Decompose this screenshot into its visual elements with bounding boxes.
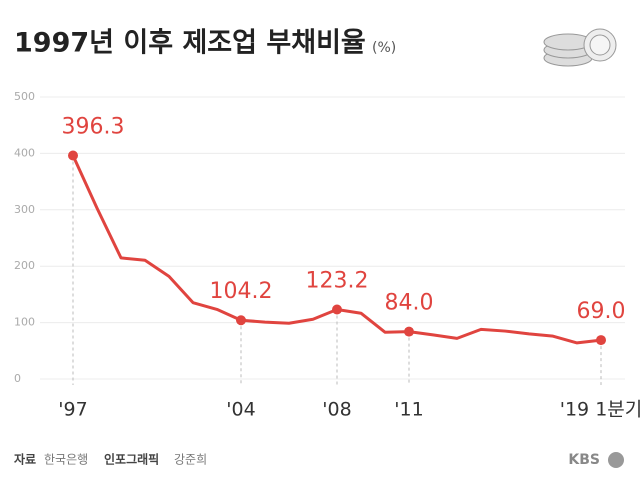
- point: [236, 315, 246, 326]
- x-tick-label: '08: [322, 399, 351, 421]
- y-tick-label: 300: [14, 203, 35, 216]
- credit-label: 인포그래픽: [104, 452, 159, 467]
- y-tick-label: 500: [14, 90, 35, 103]
- source-label: 자료: [14, 452, 36, 467]
- value-label: 84.0: [385, 291, 434, 316]
- logo: KBS: [568, 452, 600, 468]
- x-tick-label: '04: [226, 399, 255, 421]
- x-tick-label: '97: [58, 399, 87, 421]
- chart-title: 1997년 이후 제조업 부채비율: [14, 28, 366, 59]
- y-tick-label: 200: [14, 259, 35, 272]
- point: [596, 335, 606, 346]
- x-tick-label: '11: [394, 399, 423, 421]
- value-label: 123.2: [306, 269, 369, 294]
- coins-icon: [543, 28, 617, 67]
- point: [68, 150, 78, 161]
- unit: (%): [372, 40, 396, 56]
- point: [332, 304, 342, 315]
- credit-text: 강준희: [174, 453, 207, 467]
- x-tick-label: '19 1분기: [560, 399, 640, 421]
- y-tick-label: 400: [14, 146, 35, 159]
- value-label: 69.0: [577, 299, 626, 324]
- y-tick-label: 0: [14, 372, 21, 385]
- logo-mark: [608, 452, 624, 468]
- point: [404, 326, 414, 337]
- value-label: 104.2: [210, 279, 273, 304]
- line: [71, 154, 602, 345]
- y-tick-label: 100: [14, 316, 35, 329]
- value-label: 396.3: [62, 114, 125, 139]
- source-text: 한국은행: [44, 452, 88, 467]
